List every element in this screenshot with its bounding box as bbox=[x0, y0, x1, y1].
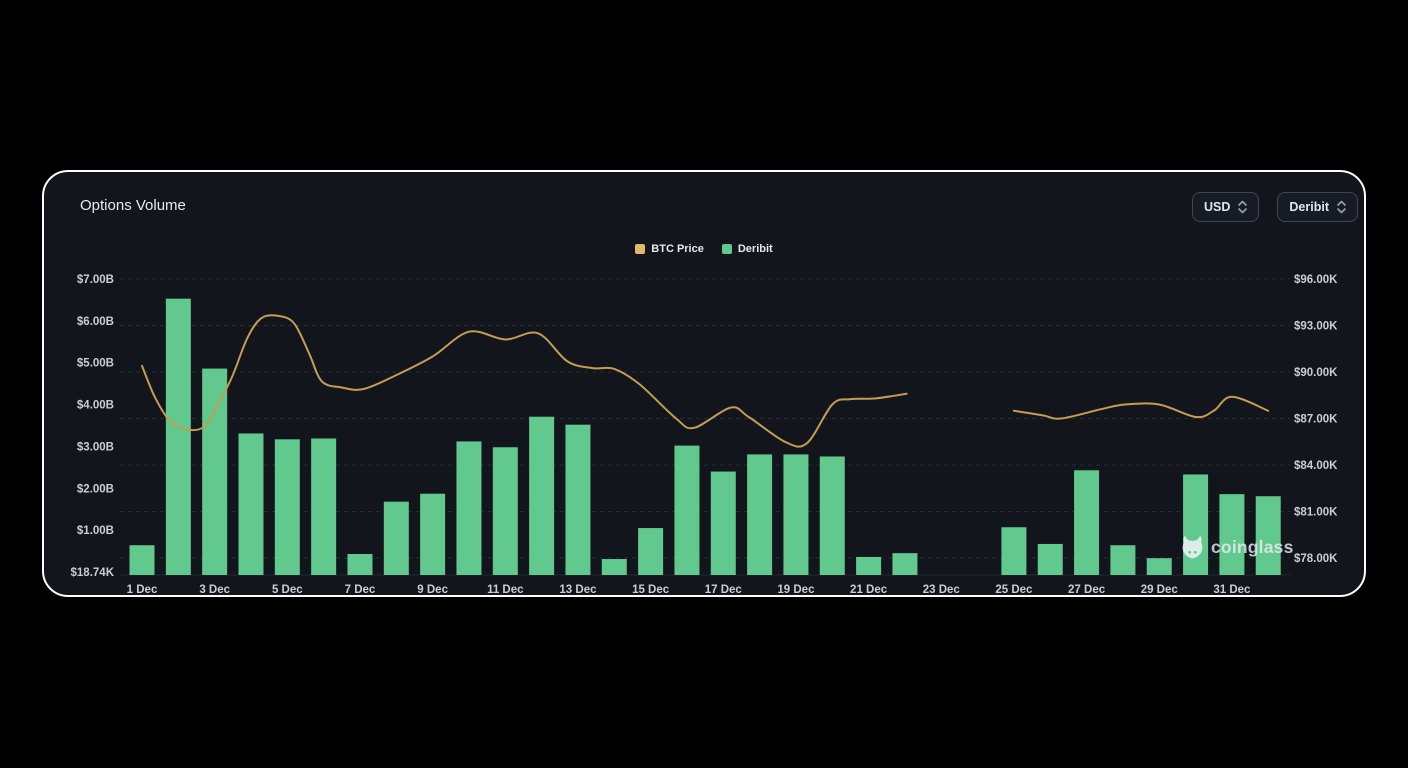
y-left-tick: $2.00B bbox=[77, 483, 114, 495]
card-controls: USD Deribit bbox=[1192, 192, 1358, 222]
x-tick: 17 Dec bbox=[705, 584, 743, 596]
bar-25-dec[interactable] bbox=[1001, 527, 1027, 575]
options-volume-chart[interactable]: $96.00K $93.00K $90.00K $87.00K $84.00K $81.0… bbox=[44, 172, 1368, 599]
legend-item-deribit[interactable]: Deribit bbox=[721, 243, 773, 255]
bar-1-jan[interactable] bbox=[1255, 496, 1281, 575]
x-tick: 5 Dec bbox=[272, 584, 303, 596]
chevron-up-down-icon bbox=[1337, 200, 1346, 214]
x-tick: 1 Dec bbox=[127, 584, 158, 596]
bar-11-dec[interactable] bbox=[492, 447, 518, 575]
y-right-tick: $90.00K bbox=[1294, 367, 1338, 379]
bar-21-dec[interactable] bbox=[856, 556, 882, 575]
bar-17-dec[interactable] bbox=[710, 471, 736, 575]
bar-14-dec[interactable] bbox=[601, 559, 627, 575]
bar-15-dec[interactable] bbox=[638, 528, 664, 575]
x-tick: 3 Dec bbox=[199, 584, 230, 596]
currency-dropdown-value: USD bbox=[1204, 200, 1231, 214]
y-right-tick: $78.00K bbox=[1294, 553, 1338, 565]
bar-19-dec[interactable] bbox=[783, 454, 809, 575]
x-tick: 31 Dec bbox=[1213, 584, 1251, 596]
y-right-tick: $93.00K bbox=[1294, 321, 1338, 333]
bar-29-dec[interactable] bbox=[1146, 558, 1172, 575]
btc-price-line bbox=[1012, 395, 1270, 420]
y-left-tick: $4.00B bbox=[77, 400, 114, 412]
x-tick: 19 Dec bbox=[777, 584, 815, 596]
bar-8-dec[interactable] bbox=[383, 501, 409, 575]
y-left-tick: $3.00B bbox=[77, 441, 114, 453]
bar-12-dec[interactable] bbox=[529, 416, 555, 575]
bar-7-dec[interactable] bbox=[347, 554, 373, 575]
bar-9-dec[interactable] bbox=[420, 493, 446, 575]
options-volume-card: Options Volume USD Deribit BTC Price Der… bbox=[42, 170, 1366, 597]
legend-item-btc-price[interactable]: BTC Price bbox=[635, 243, 704, 255]
y-right-tick: $84.00K bbox=[1294, 460, 1338, 472]
y-right-tick: $81.00K bbox=[1294, 507, 1338, 519]
bar-22-dec[interactable] bbox=[892, 553, 918, 575]
deribit-swatch bbox=[721, 244, 732, 254]
page-title: Options Volume bbox=[80, 197, 186, 214]
currency-dropdown[interactable]: USD bbox=[1192, 192, 1260, 222]
x-tick: 9 Dec bbox=[417, 584, 448, 596]
x-tick: 27 Dec bbox=[1068, 584, 1106, 596]
legend-label: Deribit bbox=[737, 243, 773, 255]
bar-30-dec[interactable] bbox=[1183, 474, 1209, 575]
y-left-tick: $1.00B bbox=[77, 525, 114, 537]
y-left-tick: $18.74K bbox=[71, 567, 115, 579]
x-tick: 15 Dec bbox=[632, 584, 670, 596]
bar-20-dec[interactable] bbox=[819, 456, 845, 575]
y-left-tick: $7.00B bbox=[77, 274, 114, 286]
legend-label: BTC Price bbox=[651, 243, 704, 255]
bar-31-dec[interactable] bbox=[1219, 494, 1245, 575]
bar-18-dec[interactable] bbox=[747, 454, 773, 575]
y-left-tick: $5.00B bbox=[77, 358, 114, 370]
bar-2-dec[interactable] bbox=[165, 298, 191, 575]
bar-28-dec[interactable] bbox=[1110, 545, 1136, 575]
x-tick: 23 Dec bbox=[923, 584, 961, 596]
x-tick: 13 Dec bbox=[559, 584, 597, 596]
x-tick: 29 Dec bbox=[1141, 584, 1179, 596]
bar-5-dec[interactable] bbox=[274, 439, 300, 575]
bar-16-dec[interactable] bbox=[674, 445, 700, 575]
bar-27-dec[interactable] bbox=[1074, 470, 1100, 575]
bar-26-dec[interactable] bbox=[1037, 543, 1063, 575]
x-tick: 11 Dec bbox=[487, 584, 524, 596]
bar-1-dec[interactable] bbox=[129, 545, 155, 575]
x-tick: 25 Dec bbox=[995, 584, 1033, 596]
chart-canvas[interactable]: $96.00K $93.00K $90.00K $87.00K $84.00K $81.0… bbox=[44, 172, 1368, 599]
x-tick: 7 Dec bbox=[345, 584, 376, 596]
btc-price-line bbox=[141, 314, 908, 448]
x-tick: 21 Dec bbox=[850, 584, 888, 596]
bar-13-dec[interactable] bbox=[565, 424, 591, 575]
btc-price-swatch bbox=[635, 244, 646, 254]
bar-4-dec[interactable] bbox=[238, 433, 264, 575]
y-right-tick: $87.00K bbox=[1294, 414, 1338, 426]
bar-6-dec[interactable] bbox=[311, 438, 337, 575]
y-right-tick: $96.00K bbox=[1294, 274, 1338, 286]
bar-3-dec[interactable] bbox=[202, 368, 228, 575]
y-left-tick: $6.00B bbox=[77, 316, 114, 328]
exchange-dropdown[interactable]: Deribit bbox=[1277, 192, 1358, 222]
chart-legend: BTC Price Deribit bbox=[44, 243, 1364, 255]
chevron-up-down-icon bbox=[1238, 200, 1248, 214]
exchange-dropdown-value: Deribit bbox=[1289, 200, 1329, 214]
bar-10-dec[interactable] bbox=[456, 441, 482, 575]
